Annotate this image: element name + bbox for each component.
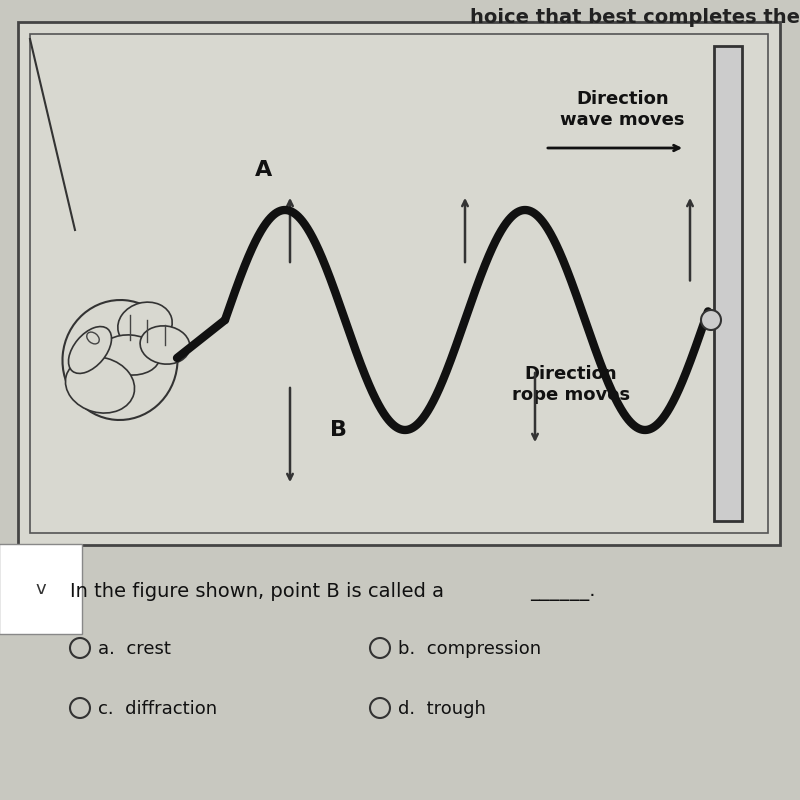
Ellipse shape — [69, 326, 111, 374]
Text: hoice that best completes the: hoice that best completes the — [470, 8, 800, 27]
Circle shape — [370, 638, 390, 658]
Text: c.  diffraction: c. diffraction — [98, 700, 217, 718]
Text: a.  crest: a. crest — [98, 640, 171, 658]
Text: A: A — [255, 160, 272, 180]
Text: B: B — [330, 420, 347, 440]
Ellipse shape — [62, 300, 178, 420]
Bar — [18, 22, 780, 545]
Text: Direction
rope moves: Direction rope moves — [512, 365, 630, 404]
Text: b.  compression: b. compression — [398, 640, 541, 658]
Text: ______.: ______. — [530, 582, 595, 601]
Circle shape — [701, 310, 721, 330]
Text: d.  trough: d. trough — [398, 700, 486, 718]
Text: In the figure shown, point B is called a: In the figure shown, point B is called a — [70, 582, 444, 601]
Ellipse shape — [140, 326, 190, 364]
Ellipse shape — [66, 357, 134, 413]
Bar — [714, 46, 742, 521]
Ellipse shape — [100, 335, 160, 375]
Circle shape — [370, 698, 390, 718]
Ellipse shape — [86, 332, 99, 344]
Text: v: v — [35, 580, 46, 598]
Circle shape — [70, 698, 90, 718]
Circle shape — [70, 638, 90, 658]
Text: Direction
wave moves: Direction wave moves — [560, 90, 685, 129]
Bar — [30, 34, 768, 533]
Ellipse shape — [118, 302, 172, 348]
